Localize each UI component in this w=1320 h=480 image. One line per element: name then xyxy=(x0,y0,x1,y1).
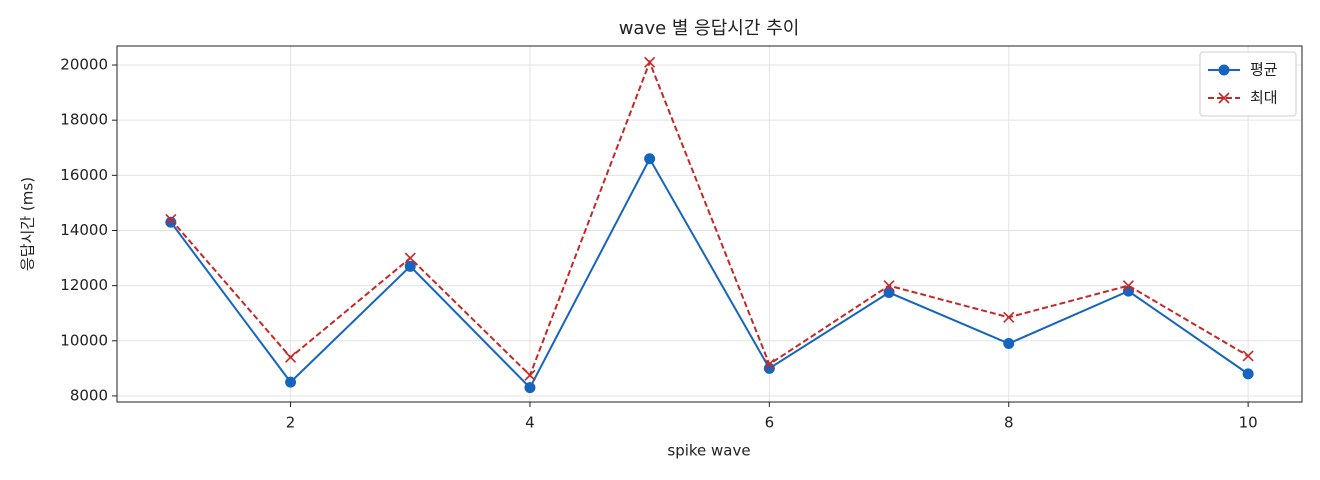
marker xyxy=(524,369,536,381)
marker xyxy=(1218,92,1230,104)
series-line xyxy=(170,59,1249,378)
plot-frame xyxy=(116,45,1303,403)
marker xyxy=(1003,311,1015,323)
series-line xyxy=(170,156,1249,390)
marker xyxy=(284,351,297,363)
marker xyxy=(883,280,895,292)
x-axis-label: spike wave xyxy=(667,442,750,460)
legend-box xyxy=(1199,51,1297,117)
marker xyxy=(644,56,656,68)
marker xyxy=(763,358,775,370)
legend-label: 최대 xyxy=(1250,89,1278,107)
marker xyxy=(883,287,895,299)
marker xyxy=(763,362,775,374)
chart-title: wave 별 응답시간 추이 xyxy=(619,18,800,39)
marker xyxy=(1242,350,1254,362)
marker xyxy=(1122,280,1135,292)
x-tick-label: 2 xyxy=(286,414,296,432)
y-axis-label: 응답시간 (ms) xyxy=(19,177,37,271)
marker xyxy=(1242,368,1254,380)
y-tick-label: 10000 xyxy=(60,331,108,349)
marker xyxy=(404,252,416,264)
y-tick-label: 14000 xyxy=(60,221,108,239)
marker xyxy=(165,216,177,228)
marker xyxy=(524,382,536,394)
y-tick-label: 8000 xyxy=(70,386,108,404)
x-tick-label: 6 xyxy=(765,414,775,432)
marker xyxy=(644,153,656,165)
y-tick-label: 18000 xyxy=(60,111,108,129)
y-tick-label: 20000 xyxy=(60,56,108,74)
y-tick-label: 12000 xyxy=(60,276,108,294)
marker xyxy=(1218,64,1230,76)
y-tick-label: 16000 xyxy=(60,166,108,184)
x-tick-label: 8 xyxy=(1004,414,1014,432)
legend-label: 평균 xyxy=(1250,61,1278,79)
marker xyxy=(404,260,416,272)
marker xyxy=(165,213,177,226)
x-tick-label: 10 xyxy=(1239,414,1258,432)
marker xyxy=(1003,338,1015,350)
x-tick-label: 4 xyxy=(525,414,535,432)
marker xyxy=(285,376,297,388)
